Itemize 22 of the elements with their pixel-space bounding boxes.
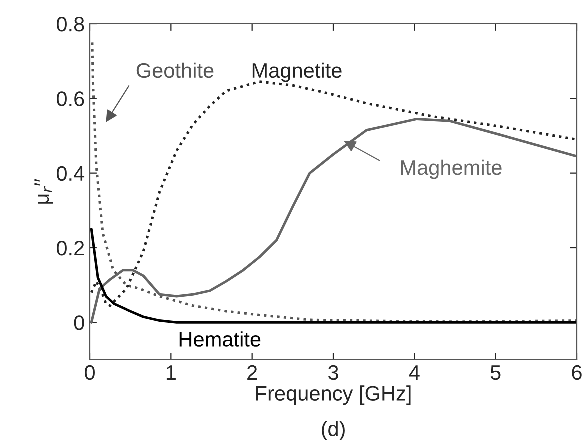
series-label: Maghemite: [401, 160, 502, 180]
line-series: [90, 80, 577, 308]
x-tick-label: 2: [248, 365, 258, 380]
series-label: Magnetite: [252, 62, 342, 82]
y-tick-label: 0.4: [56, 166, 85, 182]
text: Geothite: [136, 62, 214, 78]
line-series: [90, 228, 577, 324]
x-tick-label: 5: [490, 366, 501, 380]
y-axis-title: μ$_{r}$′′: [34, 179, 54, 204]
x-tick-label: 4: [409, 366, 420, 380]
y-tick-label: 0.8: [56, 17, 84, 32]
text: (d): [322, 421, 345, 441]
y-tick-label: 0.2: [56, 241, 84, 256]
x-axis-title: Frequency [GHz]: [256, 386, 411, 406]
x-tick-label: 6: [572, 365, 582, 380]
y-tick-label: 0: [74, 316, 84, 330]
x-tick-label: 1: [166, 366, 176, 380]
x-tick-label: 0: [85, 365, 95, 380]
y-tick-label: 0.6: [56, 92, 84, 106]
line-series: [90, 118, 577, 324]
x-tick-label: 3: [328, 365, 338, 380]
series-label: Hematite: [180, 332, 261, 347]
